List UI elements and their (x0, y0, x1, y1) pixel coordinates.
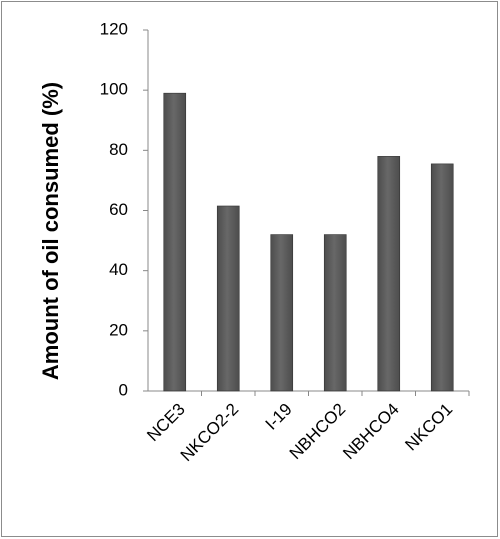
y-tick-label: 0 (119, 380, 128, 399)
y-axis-label: Amount of oil consumed (%) (38, 82, 63, 380)
y-tick-label: 20 (109, 320, 128, 339)
y-tick-label: 80 (109, 140, 128, 159)
y-tick-label: 60 (109, 200, 128, 219)
y-tick-label: 120 (100, 19, 128, 38)
y-tick-label: 40 (109, 260, 128, 279)
bar (323, 234, 347, 392)
bar (377, 156, 401, 392)
bar (216, 205, 240, 392)
bar (430, 163, 454, 392)
bar (270, 234, 294, 392)
y-tick-label: 100 (100, 80, 128, 99)
bar (163, 92, 187, 392)
